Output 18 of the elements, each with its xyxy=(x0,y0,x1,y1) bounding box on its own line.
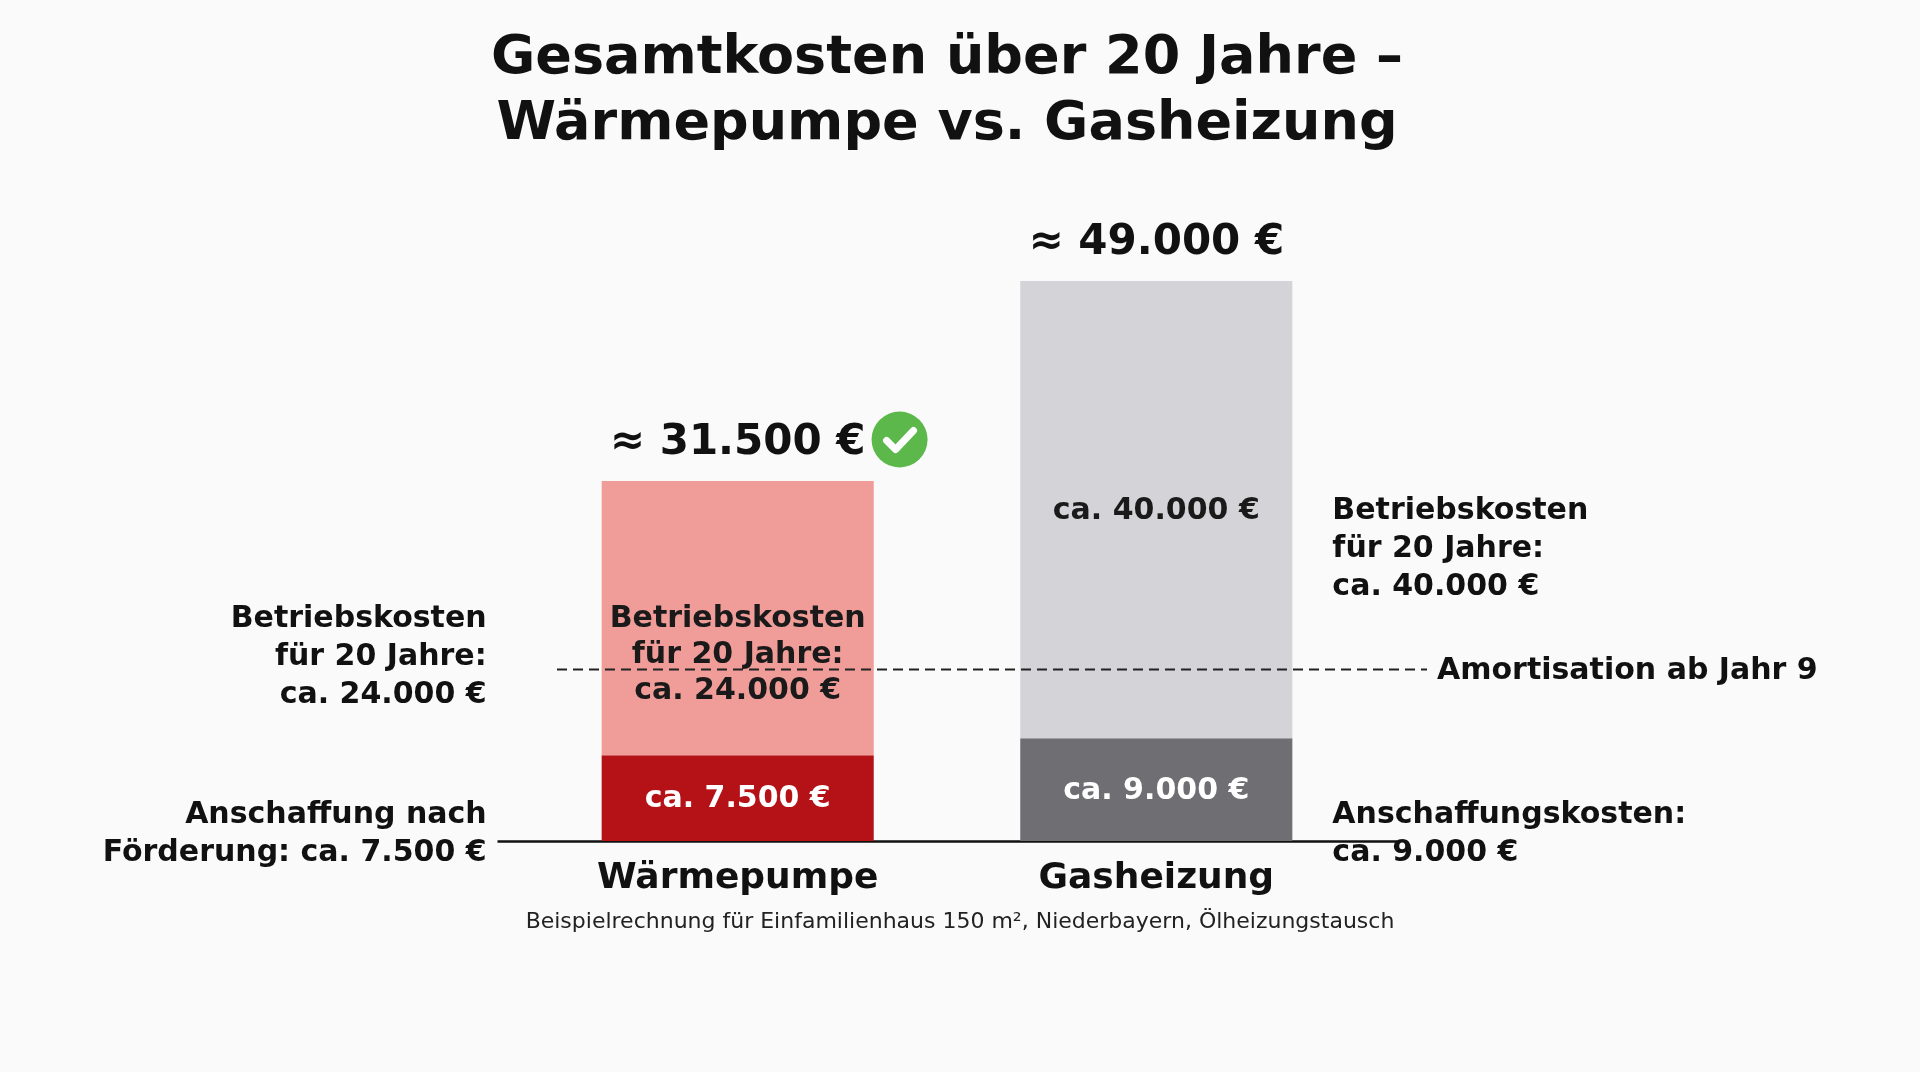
bar xyxy=(1020,281,1293,739)
data-label: ca. 7.500 € xyxy=(644,779,831,815)
x-tick-label: Gasheizung xyxy=(1038,854,1275,896)
text: Beispielrechnung für Einfamilienhaus 150 m², Niederbayern, Ölheizungstausch xyxy=(525,908,1395,933)
total-label: ≈ 49.000 € xyxy=(1028,215,1285,264)
data-label: ca. 40.000 € xyxy=(1052,490,1260,526)
text: Betriebskosten für 20 Jahre: ca. 24.000 € xyxy=(230,599,487,711)
bar xyxy=(1020,738,1293,841)
data-label: ca. 9.000 € xyxy=(1063,770,1250,806)
annotation: Anschaffungskosten: ca. 9.000 € xyxy=(1332,795,1687,868)
chart-title: Gesamtkosten über 20 Jahre – Wärmepumpe vs. Gasheizung xyxy=(490,23,1404,152)
text: Anschaffung nach Förderung: ca. 7.500 € xyxy=(102,795,487,868)
total-label: ≈ 31.500 € xyxy=(609,415,866,464)
ref-line-label: Amortisation ab Jahr 9 xyxy=(1437,650,1818,686)
data-label: Betriebskosten für 20 Jahre: ca. 24.000 € xyxy=(609,599,866,707)
bar xyxy=(601,755,874,841)
annotation: Betriebskosten für 20 Jahre: ca. 40.000 € xyxy=(1332,490,1589,602)
x-tick-label: Wärmepumpe xyxy=(596,854,879,896)
